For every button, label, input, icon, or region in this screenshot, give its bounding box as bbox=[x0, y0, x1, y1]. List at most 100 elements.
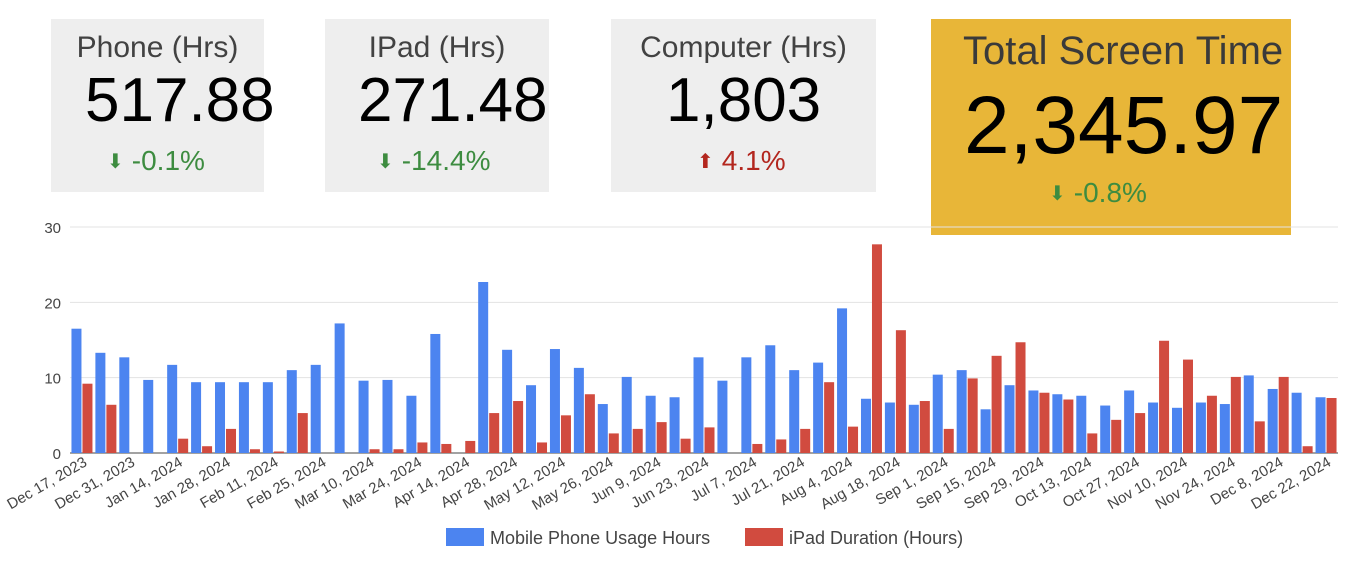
scorecard-value: 2,345.97 bbox=[964, 80, 1284, 171]
scorecard-delta: ⬇ -0.8% bbox=[1049, 177, 1147, 209]
bar-ipad bbox=[1278, 376, 1289, 453]
bar-ipad bbox=[1111, 419, 1122, 453]
bar-phone bbox=[1148, 402, 1159, 453]
bar-ipad bbox=[1254, 421, 1265, 453]
scorecard-value: 517.88 bbox=[85, 66, 275, 135]
bar-ipad bbox=[656, 422, 667, 453]
y-axis: 0 10 20 30 bbox=[44, 220, 61, 463]
bars bbox=[71, 244, 1337, 453]
bar-phone bbox=[813, 362, 824, 453]
bar-phone bbox=[645, 395, 656, 453]
y-tick-label: 10 bbox=[44, 371, 61, 388]
bar-ipad bbox=[1159, 340, 1170, 453]
bar-ipad bbox=[680, 438, 691, 453]
bar-ipad bbox=[178, 438, 189, 453]
bar-phone bbox=[717, 380, 728, 453]
bar-phone bbox=[932, 374, 943, 453]
bar-phone bbox=[406, 395, 417, 453]
bar-phone bbox=[526, 385, 537, 453]
scorecard-label: IPad (Hrs) bbox=[368, 31, 506, 64]
bar-phone bbox=[765, 345, 776, 453]
bar-ipad bbox=[297, 413, 308, 453]
delta-value: -14.4% bbox=[401, 145, 491, 176]
bar-ipad bbox=[226, 428, 237, 453]
bar-ipad bbox=[919, 401, 930, 453]
total-screen-time-scorecard: Total Screen Time 2,345.97 ⬇ -0.8% bbox=[931, 19, 1291, 235]
bar-phone bbox=[430, 333, 441, 453]
bar-ipad bbox=[1302, 446, 1313, 453]
bar-ipad bbox=[1015, 342, 1026, 453]
bar-ipad bbox=[1135, 413, 1146, 453]
bar-phone bbox=[837, 308, 848, 453]
bar-ipad bbox=[82, 383, 93, 453]
ipad-scorecard: IPad (Hrs) 271.48 ⬇ -14.4% bbox=[325, 19, 549, 192]
bar-ipad bbox=[465, 440, 476, 453]
bar-phone bbox=[1291, 392, 1302, 453]
bar-ipad bbox=[800, 428, 811, 453]
bar-ipad bbox=[202, 446, 213, 453]
bar-ipad bbox=[776, 439, 787, 453]
bar-phone bbox=[310, 364, 321, 453]
bar-ipad bbox=[824, 382, 835, 453]
bar-ipad bbox=[871, 244, 882, 453]
bar-phone bbox=[238, 382, 249, 453]
bar-ipad bbox=[513, 401, 524, 453]
bar-phone bbox=[1243, 375, 1254, 453]
bar-ipad bbox=[249, 449, 260, 453]
scorecard-delta: ⬇ -0.1% bbox=[107, 145, 205, 177]
bar-phone bbox=[1267, 388, 1278, 453]
scorecard-value: 1,803 bbox=[666, 66, 822, 135]
y-tick-label: 20 bbox=[44, 295, 61, 312]
legend-swatch-phone bbox=[446, 528, 484, 546]
bar-phone bbox=[980, 409, 991, 453]
bar-ipad bbox=[584, 394, 595, 453]
bar-phone bbox=[549, 349, 560, 453]
bar-ipad bbox=[848, 426, 859, 453]
bar-phone bbox=[119, 357, 130, 453]
scorecard-value: 271.48 bbox=[358, 66, 548, 135]
bar-ipad bbox=[943, 428, 954, 453]
delta-value: -0.1% bbox=[131, 145, 205, 176]
legend-label-phone: Mobile Phone Usage Hours bbox=[490, 528, 710, 548]
bar-phone bbox=[71, 328, 82, 453]
bar-phone bbox=[358, 380, 369, 453]
bar-ipad bbox=[560, 415, 571, 453]
bar-phone bbox=[669, 397, 680, 453]
bar-ipad bbox=[1230, 376, 1241, 453]
bar-ipad bbox=[393, 449, 404, 453]
legend-swatch-ipad bbox=[745, 528, 783, 546]
arrow-down-icon: ⬇ bbox=[107, 151, 124, 173]
bar-ipad bbox=[1206, 395, 1217, 453]
bar-ipad bbox=[991, 355, 1002, 453]
legend-label-ipad: iPad Duration (Hours) bbox=[789, 528, 963, 548]
bar-phone bbox=[143, 379, 154, 453]
bar-phone bbox=[1315, 397, 1326, 453]
delta-value: -0.8% bbox=[1073, 177, 1147, 208]
bar-phone bbox=[502, 349, 513, 453]
bar-phone bbox=[1124, 390, 1135, 453]
bar-ipad bbox=[106, 404, 117, 453]
bar-phone bbox=[573, 367, 584, 453]
bar-phone bbox=[334, 323, 345, 453]
bar-phone bbox=[1171, 407, 1182, 453]
bar-phone bbox=[382, 379, 393, 453]
bar-ipad bbox=[608, 433, 619, 453]
bar-ipad bbox=[417, 442, 428, 453]
bar-ipad bbox=[489, 413, 500, 453]
bar-phone bbox=[1052, 394, 1063, 453]
bar-phone bbox=[908, 404, 919, 453]
arrow-up-icon: ⬆ bbox=[697, 151, 714, 173]
bar-phone bbox=[956, 370, 967, 453]
computer-scorecard: Computer (Hrs) 1,803 ⬆ 4.1% bbox=[611, 19, 876, 192]
bar-phone bbox=[262, 382, 273, 453]
bar-phone bbox=[191, 382, 202, 453]
y-tick-label: 0 bbox=[53, 446, 61, 463]
delta-value: 4.1% bbox=[721, 145, 786, 176]
bar-phone bbox=[167, 364, 178, 453]
bar-ipad bbox=[1087, 433, 1098, 453]
legend: Mobile Phone Usage Hours iPad Duration (… bbox=[446, 528, 963, 548]
bar-phone bbox=[741, 357, 752, 453]
bar-phone bbox=[621, 376, 632, 453]
